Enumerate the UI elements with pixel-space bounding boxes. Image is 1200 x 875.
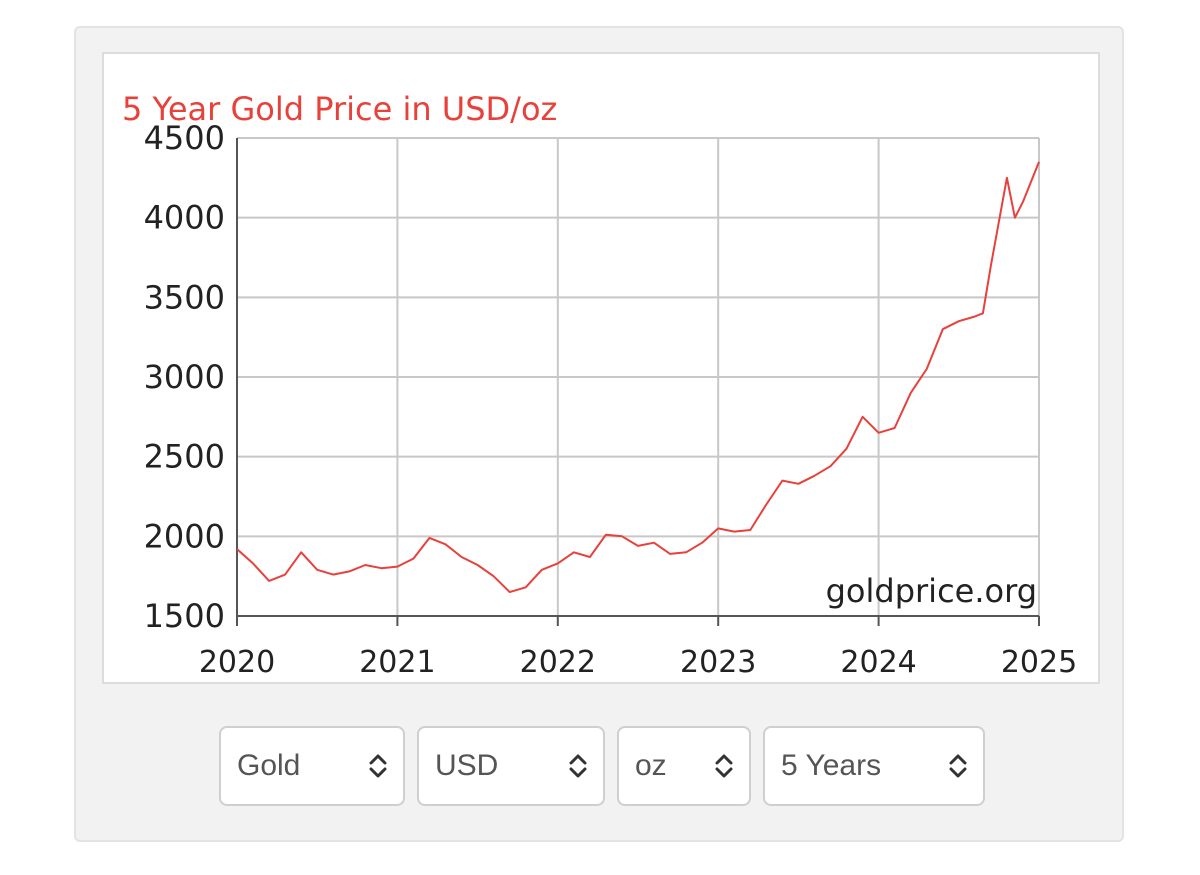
currency-select-value: USD: [435, 749, 499, 782]
currency-select[interactable]: USD: [417, 726, 605, 806]
chart-controls: Gold USD oz 5 Years: [219, 726, 985, 808]
watermark-text: goldprice.org: [826, 572, 1037, 610]
gold-price-series-line: [236, 161, 1040, 594]
period-select-value: 5 Years: [781, 749, 882, 782]
unit-select[interactable]: oz: [617, 726, 751, 806]
chart-frame: 5 Year Gold Price in USD/oz 2020 2021 2022…: [102, 52, 1100, 684]
y-tick-label: 3500: [144, 278, 225, 316]
y-tick-label: 1500: [144, 597, 225, 635]
x-tick-label: 2024: [840, 645, 916, 680]
up-down-chevron-icon: [715, 754, 733, 778]
metal-select[interactable]: Gold: [219, 726, 405, 806]
x-tick-label: 2020: [199, 645, 275, 680]
metal-select-value: Gold: [237, 749, 301, 782]
gold-price-line-chart: 2020 2021 2022 2023 2024 2025 4500 4000 3500 3000…: [144, 119, 1078, 680]
y-tick-label: 4500: [144, 119, 225, 157]
x-tick-label: 2023: [680, 645, 756, 680]
y-tick-label: 2500: [144, 438, 225, 476]
chart-title: 5 Year Gold Price in USD/oz: [122, 90, 558, 128]
y-tick-label: 3000: [144, 358, 225, 396]
x-tick-label: 2025: [1001, 645, 1077, 680]
up-down-chevron-icon: [949, 754, 967, 778]
y-tick-label: 4000: [144, 199, 225, 237]
gold-price-widget: 5 Year Gold Price in USD/oz 2020 2021 2022…: [74, 26, 1124, 842]
y-tick-label: 2000: [144, 517, 225, 555]
x-tick-label: 2022: [520, 645, 596, 680]
x-tick-label: 2021: [359, 645, 435, 680]
up-down-chevron-icon: [569, 754, 587, 778]
period-select[interactable]: 5 Years: [763, 726, 985, 806]
unit-select-value: oz: [635, 749, 667, 782]
up-down-chevron-icon: [369, 754, 387, 778]
